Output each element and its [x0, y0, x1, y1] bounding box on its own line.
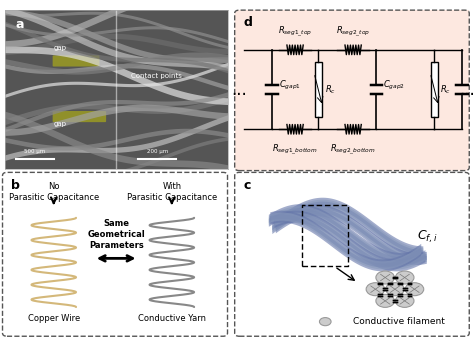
FancyBboxPatch shape	[2, 172, 228, 336]
FancyBboxPatch shape	[53, 55, 100, 67]
Text: d: d	[244, 17, 253, 29]
Text: gap: gap	[54, 121, 67, 127]
Text: b: b	[11, 179, 20, 192]
Text: No
Parasitic Capacitance: No Parasitic Capacitance	[9, 182, 99, 201]
Circle shape	[366, 283, 385, 296]
Text: Conductive filament: Conductive filament	[353, 317, 445, 326]
Text: 200 μm: 200 μm	[147, 149, 168, 154]
Text: $R_{seg2\_bottom}$: $R_{seg2\_bottom}$	[330, 143, 376, 157]
Text: $R_{seg2\_top}$: $R_{seg2\_top}$	[336, 25, 370, 39]
Text: c: c	[244, 179, 251, 192]
Circle shape	[319, 318, 331, 326]
Text: $C_{f,i}$: $C_{f,i}$	[417, 229, 438, 245]
Bar	[315, 62, 322, 117]
FancyBboxPatch shape	[235, 172, 469, 336]
Text: $C_{gap2}$: $C_{gap2}$	[383, 79, 405, 92]
Text: Conductive Yarn: Conductive Yarn	[138, 314, 206, 323]
Text: gap: gap	[54, 45, 67, 51]
Text: $R_c$: $R_c$	[325, 83, 336, 96]
Circle shape	[376, 271, 394, 284]
Text: $C_{gap1}$: $C_{gap1}$	[279, 79, 301, 92]
Text: With
Parasitic Capacitance: With Parasitic Capacitance	[127, 182, 217, 201]
Text: ...: ...	[459, 80, 474, 99]
Text: $R_{seg1\_top}$: $R_{seg1\_top}$	[278, 25, 312, 39]
Text: $R_c$: $R_c$	[440, 83, 451, 96]
Text: $R_{seg1\_bottom}$: $R_{seg1\_bottom}$	[272, 143, 318, 157]
FancyBboxPatch shape	[235, 10, 469, 171]
Text: ...: ...	[231, 80, 247, 99]
Circle shape	[405, 283, 424, 296]
Text: 500 μm: 500 μm	[24, 149, 46, 154]
Circle shape	[395, 294, 414, 307]
Circle shape	[386, 283, 404, 296]
Text: Contact points: Contact points	[131, 73, 182, 79]
FancyBboxPatch shape	[53, 111, 106, 122]
Bar	[431, 62, 438, 117]
Text: Copper Wire: Copper Wire	[27, 314, 80, 323]
Circle shape	[376, 294, 394, 307]
Circle shape	[395, 271, 414, 284]
Text: a: a	[16, 18, 24, 31]
Text: Same
Geometrical
Parameters: Same Geometrical Parameters	[87, 219, 145, 250]
